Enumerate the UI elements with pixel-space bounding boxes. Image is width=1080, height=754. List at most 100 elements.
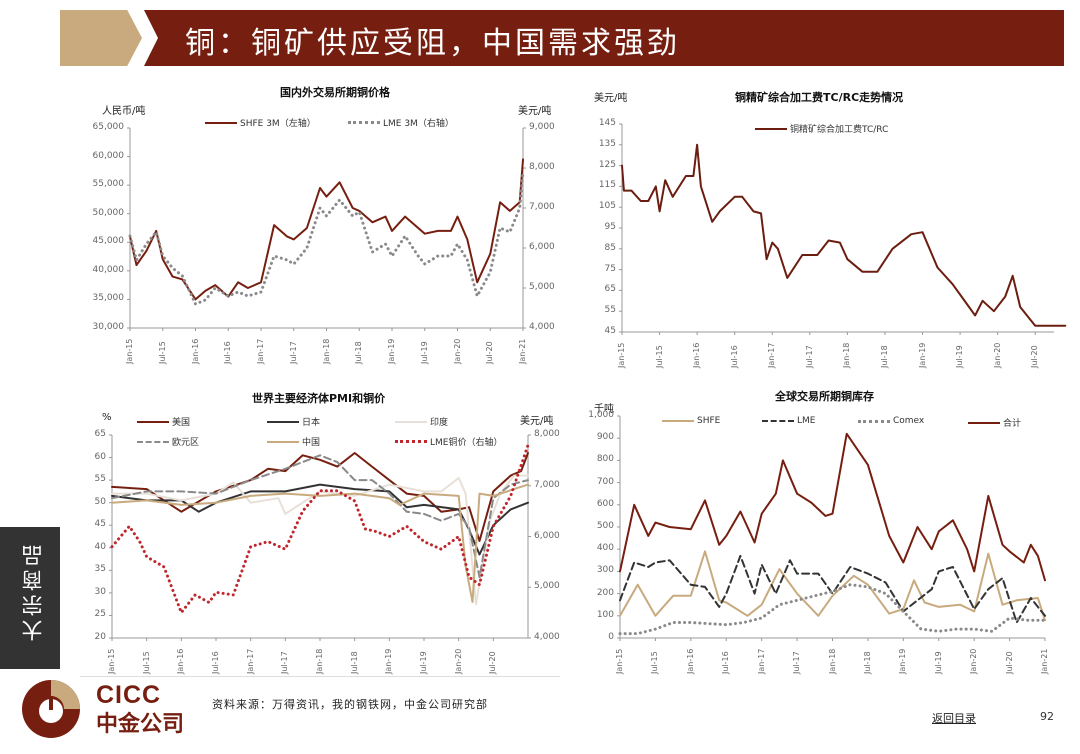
y-tick-left: 400 xyxy=(596,543,614,554)
y-tick-left: 55,000 xyxy=(92,179,125,190)
y-tick-left: 40,000 xyxy=(92,264,125,275)
series-line xyxy=(619,554,1046,624)
plot-area xyxy=(617,415,1047,641)
x-tick: Jan-15 xyxy=(125,338,134,364)
page-number: 92 xyxy=(1040,710,1054,723)
legend-item: 印度 xyxy=(395,415,448,428)
y-tick-left: 35,000 xyxy=(92,293,125,304)
y-tick-left: 600 xyxy=(596,498,614,509)
x-tick: Jan-20 xyxy=(992,342,1002,368)
x-tick: Jan-16 xyxy=(692,342,702,368)
y-tick-left: 55 xyxy=(94,474,106,485)
y-tick-left: 125 xyxy=(598,159,616,170)
x-tick: Jan-17 xyxy=(756,648,766,674)
y-tick-left: 135 xyxy=(598,138,616,149)
legend-swatch xyxy=(755,127,787,130)
legend-swatch xyxy=(762,420,794,422)
legend-label: 欧元区 xyxy=(172,438,200,448)
legend-label: 日本 xyxy=(302,418,321,428)
y-tick-left: 30,000 xyxy=(92,322,125,332)
back-to-contents-link[interactable]: 返回目录 xyxy=(932,712,976,725)
x-tick: Jan-15 xyxy=(615,648,624,674)
series-line xyxy=(619,550,1046,622)
legend-swatch xyxy=(205,121,237,124)
legend-label: 印度 xyxy=(430,418,449,428)
y-tick-left: 55 xyxy=(604,305,616,316)
section-side-label: 大宗商品 xyxy=(0,527,60,669)
chart-pmi: 世界主要经济体PMI和铜价% 美元/吨 65 60 55 50 45 40 35 30 25 20 8,… xyxy=(80,380,560,674)
chart-tc-rc: 铜精矿综合加工费TC/RC走势情况 美元/吨 145 135 125 115 105 95 85… xyxy=(580,80,1067,380)
series-line xyxy=(621,143,1067,327)
legend-swatch xyxy=(662,420,694,422)
x-tick: Jan-15 xyxy=(107,648,116,674)
y-tick-right: 6,000 xyxy=(529,242,555,252)
legend-item: Comex xyxy=(858,416,924,426)
y-tick-left: 45 xyxy=(94,519,106,530)
side-label-text: 大宗商品 xyxy=(21,541,45,641)
x-tick: Jul-16 xyxy=(211,651,220,674)
x-tick: Jul-20 xyxy=(488,651,498,674)
plot-area xyxy=(619,123,1067,335)
chart-inventory: 全球交易所期铜库存 千吨 1,000 900 800 700 600 500 400 300 200… xyxy=(580,380,1060,675)
legend-item: 合计 xyxy=(968,416,1021,429)
legend-swatch xyxy=(137,420,169,423)
legend-label: Comex xyxy=(893,416,925,426)
y-tick-left: 65 xyxy=(604,284,616,295)
x-tick: Jul-15 xyxy=(650,651,660,674)
x-tick: Jul-16 xyxy=(729,345,739,368)
x-tick: Jan-16 xyxy=(685,648,695,674)
legend-item: 欧元区 xyxy=(137,435,199,448)
legend-swatch xyxy=(137,440,169,443)
x-tick: Jul-19 xyxy=(419,341,429,364)
legend-label: 合计 xyxy=(1003,419,1022,429)
y-tick-left: 0 xyxy=(608,632,614,642)
series-line xyxy=(618,583,1047,636)
y-tick-left: 50,000 xyxy=(92,207,125,218)
y-tick-left: 95 xyxy=(604,222,616,232)
x-tick: Jan-18 xyxy=(842,342,852,368)
series-line xyxy=(110,443,530,615)
legend-item: 日本 xyxy=(267,415,320,428)
x-tick: Jan-17 xyxy=(767,342,777,368)
chart-title: 世界主要经济体PMI和铜价 xyxy=(252,392,386,405)
source-note: 资料来源：万得资讯，我的钢铁网，中金公司研究部 xyxy=(212,698,488,711)
x-tick: Jan-18 xyxy=(315,648,324,674)
y-tick-left: 60,000 xyxy=(92,150,125,161)
x-tick: Jul-17 xyxy=(288,341,298,364)
x-tick: Jul-19 xyxy=(933,651,943,674)
y-tick-left: 100 xyxy=(596,609,614,620)
legend-swatch xyxy=(348,121,380,124)
y-tick-right: 8,000 xyxy=(534,429,560,439)
legend-swatch xyxy=(267,440,299,443)
plot-area xyxy=(127,127,526,331)
x-tick: Jan-16 xyxy=(190,338,200,364)
chart-title: 国内外交易所期铜价格 xyxy=(280,86,390,99)
x-tick: Jul-20 xyxy=(1004,651,1014,674)
legend-label: 铜精矿综合加工费TC/RC xyxy=(790,125,889,135)
x-tick: Jan-19 xyxy=(387,338,396,364)
x-tick: Jul-18 xyxy=(354,341,364,364)
logo-text-cn: 中金公司 xyxy=(96,712,185,737)
legend-label: 中国 xyxy=(302,438,321,448)
x-tick: Jul-17 xyxy=(804,345,814,368)
y-axis-unit-right: 美元/吨 xyxy=(520,416,554,427)
x-tick: Jan-20 xyxy=(453,648,463,674)
y-tick-left: 800 xyxy=(596,454,614,465)
y-axis-unit-left: 千吨 xyxy=(594,404,614,415)
x-tick: Jan-17 xyxy=(256,338,265,364)
x-tick: Jul-16 xyxy=(223,341,233,364)
logo-text-en: CICC xyxy=(96,681,162,709)
y-tick-right: 4,000 xyxy=(534,632,560,642)
y-tick-left: 900 xyxy=(596,432,614,443)
y-tick-left: 75 xyxy=(604,263,616,274)
y-tick-left: 500 xyxy=(596,521,614,531)
x-tick: Jan-21 xyxy=(518,338,527,364)
x-tick: Jul-15 xyxy=(141,651,151,674)
x-tick: Jul-16 xyxy=(721,651,731,674)
footer-divider xyxy=(80,676,560,677)
x-tick: Jul-20 xyxy=(485,341,495,364)
y-tick-left: 105 xyxy=(598,201,616,212)
y-tick-left: 300 xyxy=(596,565,614,576)
cicc-logo-icon xyxy=(22,680,80,738)
x-tick: Jul-19 xyxy=(419,651,428,674)
